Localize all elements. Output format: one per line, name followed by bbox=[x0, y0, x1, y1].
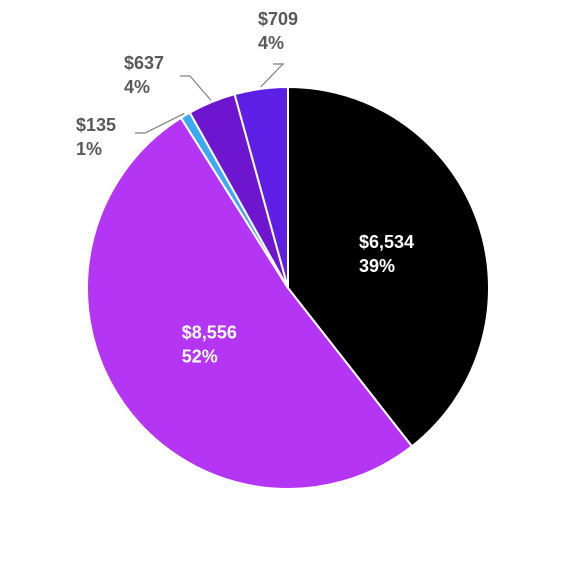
share-label: 4% bbox=[124, 77, 150, 97]
share-label: 1% bbox=[76, 139, 102, 159]
value-label: $135 bbox=[76, 115, 116, 135]
leader-line bbox=[180, 75, 212, 101]
leader-line bbox=[260, 63, 285, 88]
value-label: $709 bbox=[258, 9, 298, 29]
share-label: 4% bbox=[258, 33, 284, 53]
leader-line bbox=[135, 112, 185, 134]
value-label: $637 bbox=[124, 53, 164, 73]
share-label: 52% bbox=[182, 347, 218, 367]
pie-slice bbox=[233, 85, 289, 289]
value-label: $6,534 bbox=[359, 232, 414, 252]
share-label: 39% bbox=[359, 256, 395, 276]
pie-slice bbox=[287, 85, 490, 448]
pie-slice bbox=[86, 116, 414, 490]
value-label: $8,556 bbox=[182, 323, 237, 343]
